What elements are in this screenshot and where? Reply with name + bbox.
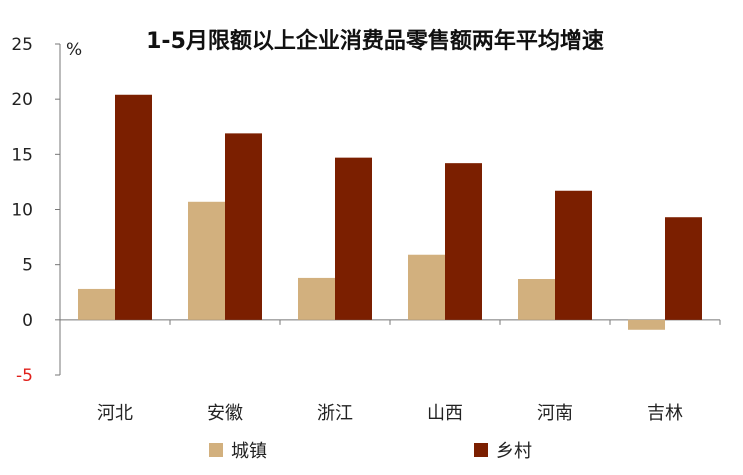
bar-urban <box>408 254 445 320</box>
category-label: 安徽 <box>207 403 243 424</box>
category-label: 河北 <box>97 403 133 424</box>
bar-urban <box>628 319 665 330</box>
y-tick-label: 10 <box>11 201 33 221</box>
legend-swatch <box>474 443 488 457</box>
y-tick-label: -5 <box>16 366 33 386</box>
legend-label: 城镇 <box>231 441 267 462</box>
y-axis-ticks: 25 20 15 10 5 0 -5 <box>11 35 60 386</box>
bar-urban <box>298 277 335 320</box>
bar-rural <box>555 190 592 320</box>
category-label: 山西 <box>427 403 463 424</box>
bars-group <box>78 94 721 330</box>
y-tick-label: 15 <box>11 145 33 165</box>
y-tick-label: 5 <box>22 256 33 276</box>
bar-rural <box>335 157 372 320</box>
bar-rural <box>115 94 152 320</box>
category-label: 吉林 <box>647 403 683 424</box>
y-tick-label: 20 <box>11 90 33 110</box>
legend-swatch <box>209 443 223 457</box>
bar-urban <box>518 279 555 320</box>
category-label: 浙江 <box>317 403 353 424</box>
chart-title: 1-5月限额以上企业消费品零售额两年平均增速 <box>146 28 604 54</box>
legend-label: 乡村 <box>496 441 532 462</box>
bar-urban <box>78 288 115 320</box>
y-tick-label: 25 <box>11 35 33 55</box>
bar-urban <box>188 201 225 320</box>
bar-rural <box>225 133 262 320</box>
category-label: 河南 <box>537 403 573 424</box>
y-axis-unit: % <box>66 40 82 60</box>
bar-rural <box>445 163 482 320</box>
category-labels: 河北 安徽 浙江 山西 河南 吉林 <box>97 403 683 424</box>
y-tick-label: 0 <box>22 311 33 331</box>
legend: 城镇 乡村 <box>209 441 532 462</box>
bar-rural <box>665 217 702 320</box>
